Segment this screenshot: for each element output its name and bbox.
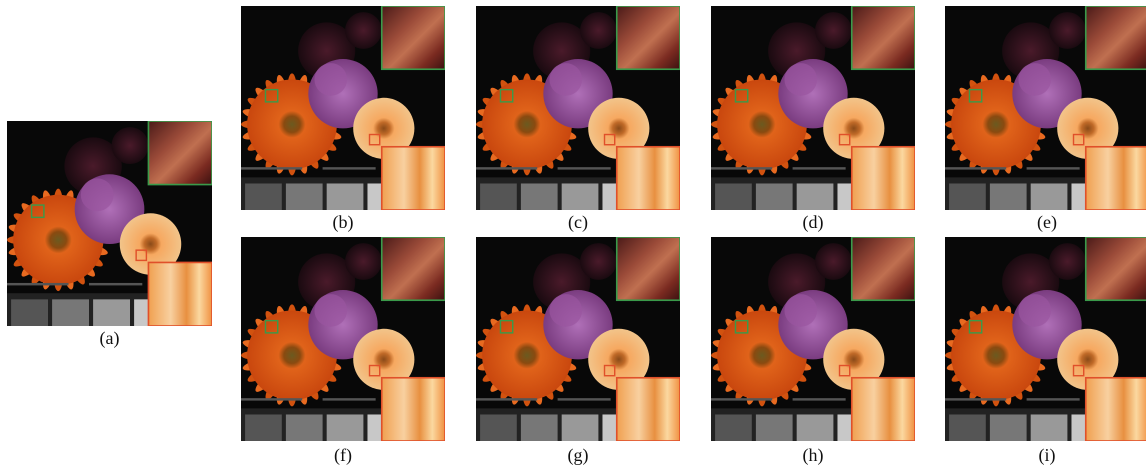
panel-image — [241, 6, 445, 210]
panel-image — [241, 237, 445, 441]
panel-label: (g) — [568, 445, 589, 466]
panel-image — [945, 237, 1146, 441]
panel-label: (f) — [334, 445, 352, 466]
panel-image — [711, 6, 915, 210]
panel-image — [711, 237, 915, 441]
panel-label: (i) — [1039, 445, 1056, 466]
panel-label: (b) — [333, 212, 354, 233]
panel-label: (e) — [1037, 212, 1057, 233]
panel-label: (h) — [803, 445, 824, 466]
panel-label: (a) — [100, 328, 120, 349]
figure: (a) (b) (c) (d) (e) (f) (g) (h) (i) — [0, 0, 1146, 468]
panel-label: (c) — [568, 212, 588, 233]
panel-image — [476, 237, 680, 441]
panel-image — [7, 121, 212, 326]
panel-label: (d) — [803, 212, 824, 233]
panel-image — [476, 6, 680, 210]
panel-image — [945, 6, 1146, 210]
